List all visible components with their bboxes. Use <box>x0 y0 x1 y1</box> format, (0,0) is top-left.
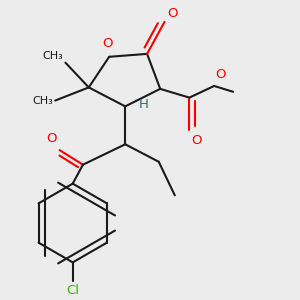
Text: CH₃: CH₃ <box>32 95 53 106</box>
Text: O: O <box>167 7 177 20</box>
Text: O: O <box>46 132 57 145</box>
Text: H: H <box>138 98 148 111</box>
Text: O: O <box>103 37 113 50</box>
Text: O: O <box>216 68 226 81</box>
Text: CH₃: CH₃ <box>42 51 63 61</box>
Text: O: O <box>191 134 201 147</box>
Text: Cl: Cl <box>66 284 79 297</box>
